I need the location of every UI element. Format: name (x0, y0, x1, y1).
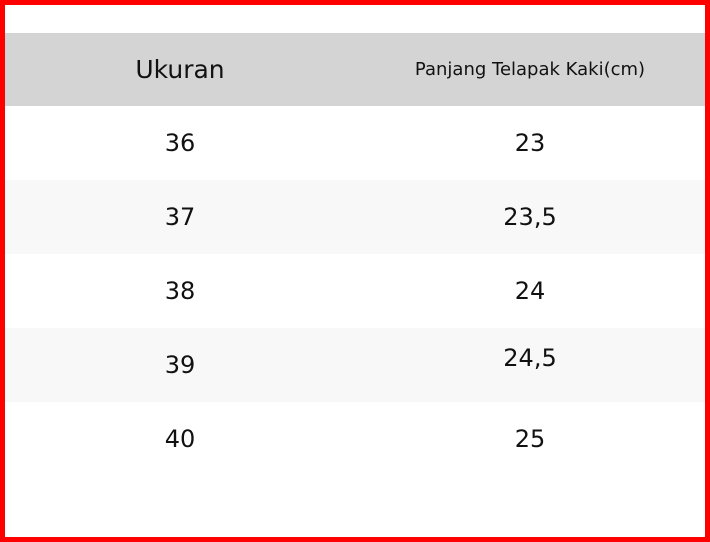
table-row: 37 23,5 (5, 180, 705, 254)
length-cell: 23 (514, 129, 546, 157)
length-cell: 24 (514, 277, 546, 305)
table-header: Ukuran Panjang Telapak Kaki(cm) (5, 33, 705, 106)
size-cell: 40 (164, 425, 196, 453)
size-cell: 38 (164, 277, 196, 305)
header-size: Ukuran (135, 55, 225, 84)
size-cell: 37 (164, 203, 196, 231)
table-row: 40 25 (5, 402, 705, 476)
table-row: 38 24 (5, 254, 705, 328)
length-cell: 24,5 (503, 344, 557, 372)
size-cell: 39 (164, 351, 196, 379)
header-foot-length: Panjang Telapak Kaki(cm) (414, 59, 646, 80)
size-table: Ukuran Panjang Telapak Kaki(cm) 36 23 37… (5, 33, 705, 476)
table-row: 36 23 (5, 106, 705, 180)
length-cell: 25 (514, 425, 546, 453)
length-cell: 23,5 (503, 203, 557, 231)
size-cell: 36 (164, 129, 196, 157)
table-row: 39 24,5 (5, 328, 705, 402)
